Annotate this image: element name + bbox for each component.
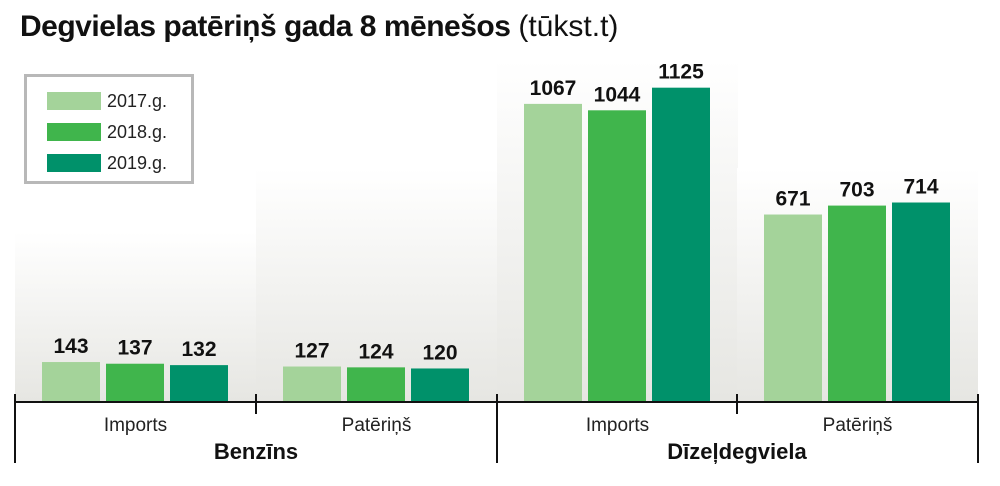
bar (347, 367, 405, 402)
legend-label-2017: 2017.g. (107, 90, 168, 111)
bar (892, 202, 950, 402)
bar (652, 87, 710, 403)
data-label: 1044 (594, 83, 641, 106)
legend-label-2019: 2019.g. (107, 152, 168, 173)
data-label: 143 (53, 335, 88, 358)
title-text: Degvielas patēriņš gada 8 mēnešos (20, 10, 511, 43)
category-labels-layer: Imports Patēriņš Imports Patēriņš (104, 415, 893, 436)
group-label: Benzīns (214, 439, 298, 464)
data-label: 1125 (658, 61, 704, 84)
group-label: Dīzeļdegviela (667, 439, 807, 464)
data-label: 714 (903, 176, 938, 199)
data-label: 124 (358, 340, 393, 363)
data-label: 132 (181, 338, 216, 361)
legend-item-2018: 2018.g. (47, 121, 167, 143)
legend-swatch-2017 (47, 92, 101, 110)
bar (764, 214, 822, 402)
x-axis (14, 394, 979, 463)
legend-label-2018: 2018.g. (107, 121, 168, 142)
group-labels-layer: Benzīns Dīzeļdegviela (214, 439, 808, 464)
category-label: Imports (104, 415, 167, 436)
data-label: 120 (422, 341, 457, 364)
legend-swatch-2018 (47, 123, 101, 141)
bar (283, 366, 341, 402)
data-label: 127 (294, 340, 329, 363)
category-label: Patēriņš (342, 415, 412, 436)
legend-item-2019: 2019.g. (47, 152, 167, 174)
unit-text: (tūkst.t) (518, 10, 619, 43)
bar (524, 103, 582, 403)
bar (588, 110, 646, 402)
data-label: 1067 (530, 77, 577, 100)
legend-swatch-2019 (47, 154, 101, 172)
value-labels-layer: 143 127 1067 671 137 124 1044 703 132 120 1125 714 (53, 61, 938, 365)
bar (106, 363, 164, 402)
panel-bg-1 (256, 168, 497, 402)
bar (170, 365, 228, 402)
chart-title: Degvielas patēriņš gada 8 mēnešos (tūkst.… (20, 10, 618, 44)
data-label: 703 (839, 179, 874, 202)
category-label: Patēriņš (823, 415, 893, 436)
legend-item-2017: 2017.g. (47, 90, 167, 112)
data-label: 671 (775, 188, 810, 211)
data-label: 137 (117, 337, 152, 360)
bar (411, 368, 469, 402)
bar (42, 362, 100, 402)
bars-layer (42, 87, 950, 403)
bar (828, 205, 886, 402)
category-label: Imports (586, 415, 649, 436)
legend: 2017.g. 2018.g. 2019.g. (24, 74, 194, 184)
